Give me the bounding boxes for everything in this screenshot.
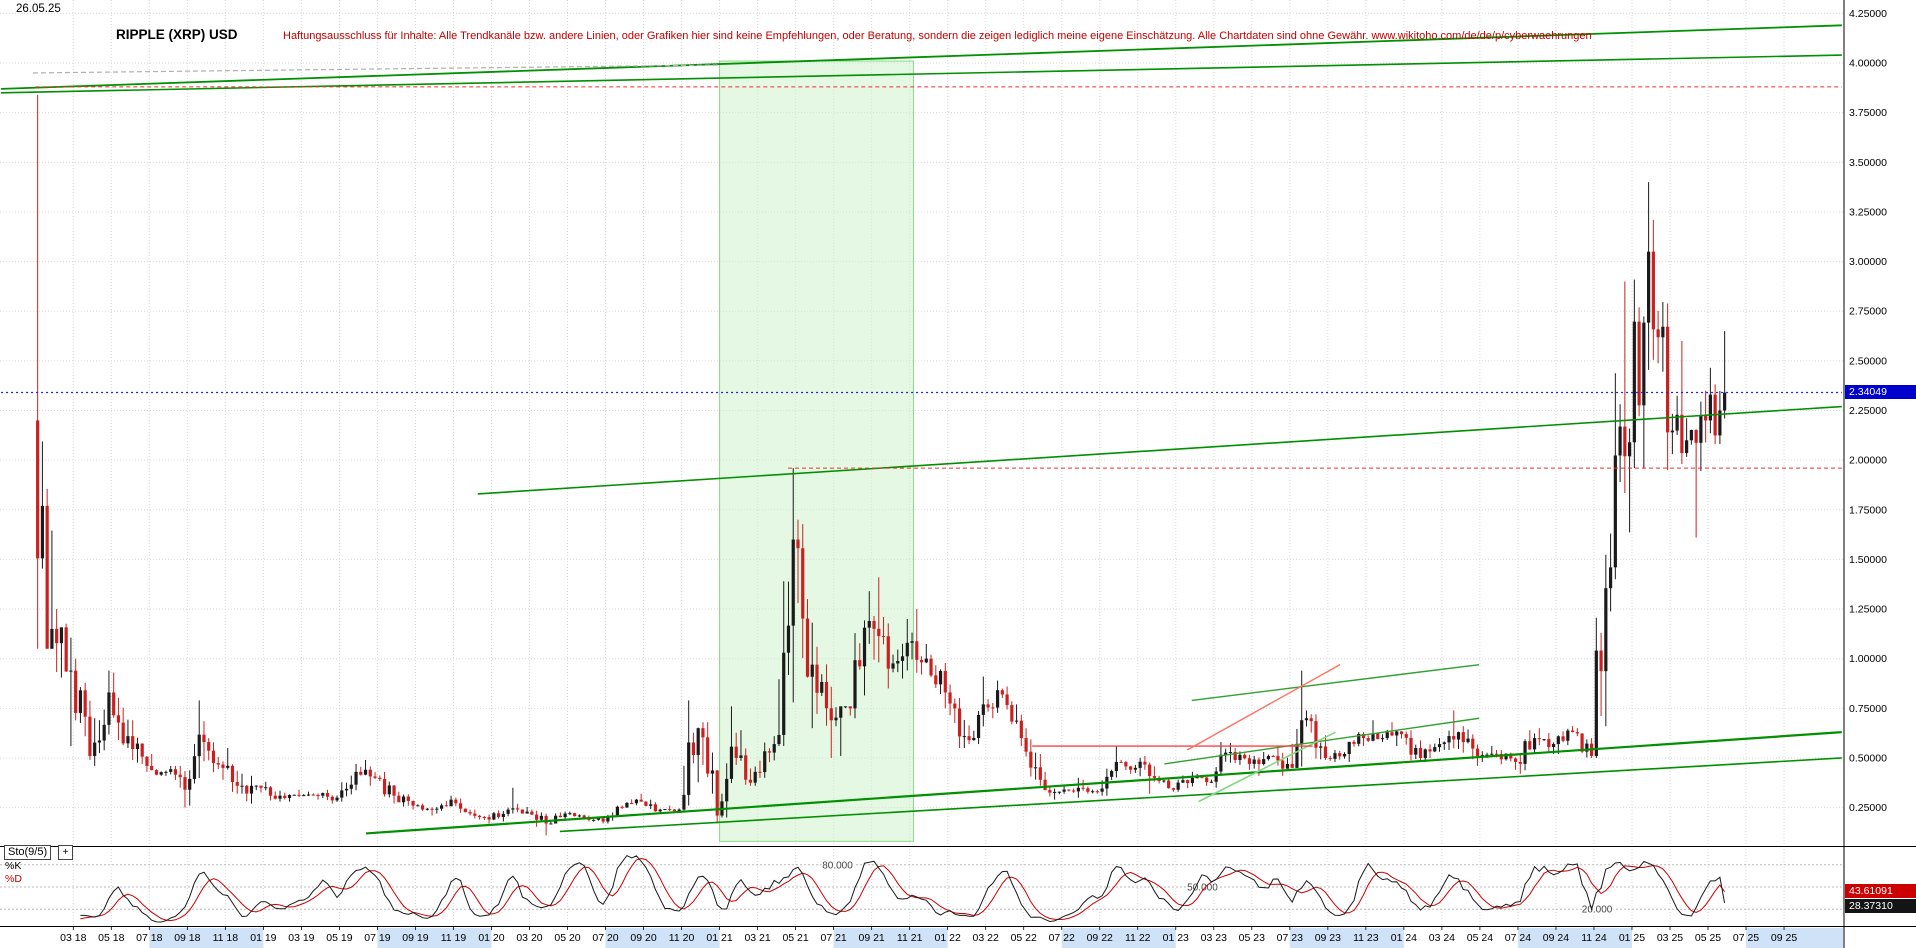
disclaimer-text: Haftungsausschluss für Inhalte: Alle Tre… [283,30,1592,42]
svg-text:05 23: 05 23 [1239,932,1265,944]
svg-text:0.25000: 0.25000 [1849,802,1887,814]
svg-text:03 24: 03 24 [1429,932,1455,944]
svg-text:11 24: 11 24 [1581,932,1607,944]
stoch-d-value-badge: 43.61091 [1845,884,1916,899]
svg-text:2.00000: 2.00000 [1849,455,1887,467]
svg-text:03 18: 03 18 [60,932,86,944]
svg-text:2.50000: 2.50000 [1849,355,1887,367]
svg-text:11 21: 11 21 [897,932,923,944]
svg-text:03 20: 03 20 [516,932,542,944]
svg-text:11 23: 11 23 [1353,932,1379,944]
svg-text:09 24: 09 24 [1543,932,1569,944]
svg-text:01 23: 01 23 [1163,932,1189,944]
svg-text:07 21: 07 21 [820,932,846,944]
svg-text:50.000: 50.000 [1187,883,1218,894]
svg-text:11 22: 11 22 [1125,932,1151,944]
svg-text:3.00000: 3.00000 [1849,256,1887,268]
svg-text:03 21: 03 21 [744,932,770,944]
svg-text:07 24: 07 24 [1505,932,1531,944]
svg-text:05 25: 05 25 [1695,932,1721,944]
current-price-badge: 2.34049 [1845,385,1916,400]
svg-text:05 20: 05 20 [554,932,580,944]
svg-text:09 25: 09 25 [1771,932,1797,944]
svg-text:05 21: 05 21 [782,932,808,944]
svg-text:3.25000: 3.25000 [1849,206,1887,218]
indicator-name-button[interactable]: Sto(9/5) [4,845,52,860]
svg-text:01 25: 01 25 [1619,932,1645,944]
highlight-region [719,60,914,842]
svg-text:4.00000: 4.00000 [1849,58,1887,70]
svg-text:07 20: 07 20 [592,932,618,944]
date-label: 26.05.25 [16,3,61,15]
stoch-k-legend: %K [5,860,22,872]
stoch-k-value-badge: 28.37310 [1845,899,1916,914]
svg-text:1.00000: 1.00000 [1849,653,1887,665]
svg-text:07 23: 07 23 [1277,932,1303,944]
svg-text:01 22: 01 22 [935,932,961,944]
svg-text:01 20: 01 20 [478,932,504,944]
svg-text:11 19: 11 19 [441,932,467,944]
svg-text:01 24: 01 24 [1391,932,1417,944]
svg-text:03 22: 03 22 [973,932,999,944]
svg-text:05 22: 05 22 [1011,932,1037,944]
svg-text:3.50000: 3.50000 [1849,157,1887,169]
trend-lines [1,24,1842,835]
svg-text:01 19: 01 19 [250,932,276,944]
stochastic-indicator: 80.000 50.000 20.000 [0,854,1843,923]
svg-text:09 21: 09 21 [859,932,885,944]
svg-text:07 19: 07 19 [364,932,390,944]
chart-title: RIPPLE (XRP) USD [116,27,238,42]
svg-text:05 19: 05 19 [326,932,352,944]
svg-text:1.50000: 1.50000 [1849,554,1887,566]
svg-text:05 24: 05 24 [1467,932,1493,944]
svg-text:07 25: 07 25 [1733,932,1759,944]
svg-text:2.75000: 2.75000 [1849,306,1887,318]
svg-text:07 18: 07 18 [136,932,162,944]
svg-text:09 20: 09 20 [630,932,656,944]
svg-text:03 19: 03 19 [288,932,314,944]
svg-text:0.50000: 0.50000 [1849,752,1887,764]
svg-text:0.75000: 0.75000 [1849,703,1887,715]
horizontal-price-lines [1,86,1842,469]
svg-text:03 23: 03 23 [1201,932,1227,944]
svg-text:1.25000: 1.25000 [1849,604,1887,616]
svg-text:1.75000: 1.75000 [1849,504,1887,516]
svg-text:03 25: 03 25 [1657,932,1683,944]
candlestick-series [36,94,1727,836]
svg-text:11 18: 11 18 [213,932,239,944]
svg-text:07 22: 07 22 [1049,932,1075,944]
svg-text:09 19: 09 19 [402,932,428,944]
svg-text:09 18: 09 18 [174,932,200,944]
svg-text:09 23: 09 23 [1315,932,1341,944]
svg-text:2.25000: 2.25000 [1849,405,1887,417]
svg-text:11 20: 11 20 [669,932,695,944]
svg-text:80.000: 80.000 [822,860,853,871]
svg-text:20.000: 20.000 [1582,905,1613,916]
svg-text:3.75000: 3.75000 [1849,107,1887,119]
stoch-d-legend: %D [5,873,22,885]
svg-text:09 22: 09 22 [1087,932,1113,944]
svg-text:4.25000: 4.25000 [1849,8,1887,20]
svg-text:05 18: 05 18 [98,932,124,944]
svg-text:01 21: 01 21 [706,932,732,944]
indicator-add-button[interactable]: + [58,845,73,860]
